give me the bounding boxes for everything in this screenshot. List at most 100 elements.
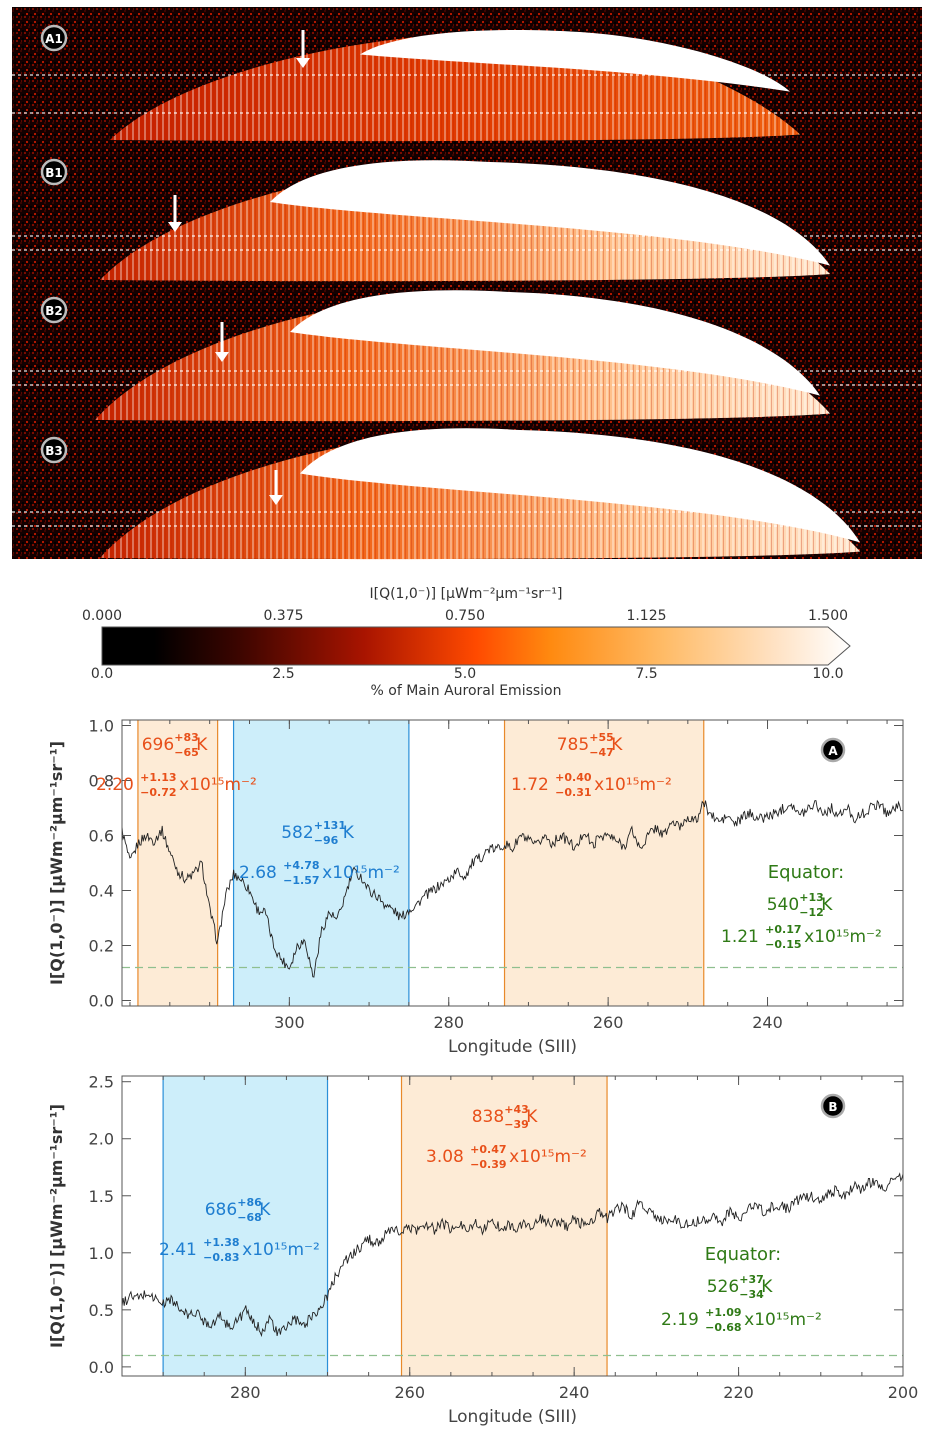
temperature-annotation: 582 +131 −96 K bbox=[281, 819, 355, 847]
auroral-arc-core bbox=[300, 428, 860, 543]
colorbar-top-ticks: 0.000 0.375 0.750 1.125 1.500 bbox=[82, 608, 848, 624]
x-tick-label: 240 bbox=[752, 1013, 783, 1032]
plot-frame bbox=[121, 1075, 904, 1377]
colorbar: I[Q(1,0⁻)] [μWm⁻²μm⁻¹sr⁻¹] 0.000 0.375 0.7… bbox=[82, 586, 851, 699]
density-plus: +0.17 bbox=[765, 923, 801, 936]
panel-badge bbox=[820, 737, 846, 763]
density-plus: +0.40 bbox=[555, 771, 592, 784]
arrow-head bbox=[215, 352, 229, 362]
temperature-plus: +55 bbox=[589, 731, 614, 744]
x-tick-label: 280 bbox=[230, 1383, 261, 1402]
plot-a: 0.0 0.2 0.4 0.6 0.8 1.0 300 280 260 240 Longitude … bbox=[47, 717, 904, 1057]
density-annotation: 1.21 +0.17 −0.15 x10¹⁵m⁻² bbox=[721, 923, 882, 951]
temperature-plus: +83 bbox=[174, 731, 199, 744]
colorbar-bottom-ticks: 0.0 2.5 5.0 7.5 10.0 bbox=[91, 666, 844, 682]
temperature-value: 526 bbox=[707, 1277, 739, 1297]
temperature-unit: K bbox=[343, 823, 355, 843]
density-annotation: 3.08 +0.47 −0.39 x10¹⁵m⁻² bbox=[426, 1143, 587, 1171]
plot-frame bbox=[121, 719, 904, 1007]
temperature-unit: K bbox=[196, 735, 208, 755]
density-plus: +1.13 bbox=[140, 771, 176, 784]
x-tick-label: 260 bbox=[394, 1383, 425, 1402]
density-annotation: 1.72 +0.40 −0.31 x10¹⁵m⁻² bbox=[511, 771, 672, 799]
feature-arrows bbox=[168, 30, 310, 505]
temperature-value: 785 bbox=[557, 735, 589, 755]
arrow-head bbox=[168, 222, 182, 232]
region-cool bbox=[163, 1076, 328, 1376]
x-tick-label: 260 bbox=[593, 1013, 624, 1032]
temperature-plus: +131 bbox=[314, 819, 346, 832]
density-unit: x10¹⁵m⁻² bbox=[179, 775, 257, 795]
temperature-value: 696 bbox=[142, 735, 174, 755]
auroral-arc-core bbox=[360, 29, 790, 92]
temperature-minus: −34 bbox=[739, 1288, 764, 1301]
temperature-unit: K bbox=[821, 895, 833, 915]
density-minus: −1.57 bbox=[283, 874, 319, 887]
profile-line bbox=[121, 1172, 904, 1338]
y-tick-label: 0.5 bbox=[89, 1301, 114, 1320]
y-tick-label: 0.0 bbox=[89, 1358, 114, 1377]
temperature-value: 838 bbox=[472, 1107, 504, 1127]
x-axis-label: Longitude (SIII) bbox=[448, 1037, 577, 1057]
temperature-minus: −12 bbox=[799, 906, 824, 919]
colorbar-top-tick: 0.000 bbox=[82, 608, 122, 624]
panel-label: B1 bbox=[45, 166, 63, 180]
arrow-head bbox=[296, 58, 310, 68]
temperature-annotation: 696 +83 −65K bbox=[142, 731, 209, 759]
colorbar-bottom-tick: 5.0 bbox=[454, 666, 476, 682]
density-annotation: 2.41 +1.38 −0.83 x10¹⁵m⁻² bbox=[159, 1236, 320, 1264]
density-plus: +4.78 bbox=[283, 859, 319, 872]
plot-b: 0.0 0.5 1.0 1.5 2.0 2.5 280 260 240 220 200 Longitu… bbox=[47, 1073, 918, 1427]
temperature-unit: K bbox=[761, 1277, 773, 1297]
y-axis-label: I[Q(1,0⁻)] [μWm⁻²μm⁻¹sr⁻¹] bbox=[47, 1104, 66, 1348]
auroral-arcs bbox=[95, 29, 860, 560]
x-tick-label: 280 bbox=[433, 1013, 464, 1032]
density-minus: −0.72 bbox=[140, 786, 176, 799]
temperature-annotation: 526 +37 −34K bbox=[707, 1273, 774, 1301]
auroral-arc-core bbox=[290, 290, 820, 396]
panel-labels: A1 B1 B2 B3 bbox=[40, 24, 68, 464]
density-unit: x10¹⁵m⁻² bbox=[804, 927, 882, 947]
temperature-annotation: 540 +13 −12K bbox=[767, 891, 834, 919]
colorbar-bottom-tick: 7.5 bbox=[635, 666, 657, 682]
temperature-value: 540 bbox=[767, 895, 799, 915]
y-tick-label: 0.8 bbox=[89, 772, 114, 791]
cut-lines bbox=[12, 74, 922, 527]
panel-badge bbox=[40, 24, 68, 52]
colorbar-top-tick: 0.375 bbox=[263, 608, 303, 624]
temperature-plus: +86 bbox=[237, 1196, 262, 1209]
temperature-value: 582 bbox=[281, 823, 313, 843]
density-minus: −0.83 bbox=[203, 1251, 239, 1264]
temperature-minus: −96 bbox=[314, 834, 339, 847]
temperature-minus: −65 bbox=[174, 746, 199, 759]
temperature-annotation: 785 +55 −47K bbox=[557, 731, 624, 759]
y-axis-label: I[Q(1,0⁻)] [μWm⁻²μm⁻¹sr⁻¹] bbox=[47, 741, 66, 985]
density-unit: x10¹⁵m⁻² bbox=[242, 1240, 320, 1260]
y-tick-label: 1.0 bbox=[89, 717, 114, 736]
density-annotation: 2.19 +1.09 −0.68 x10¹⁵m⁻² bbox=[661, 1306, 822, 1334]
equator-label: Equator: bbox=[768, 862, 844, 883]
density-unit: x10¹⁵m⁻² bbox=[594, 775, 672, 795]
x-axis-label: Longitude (SIII) bbox=[448, 1407, 577, 1427]
x-tick-label: 240 bbox=[559, 1383, 590, 1402]
region-warm bbox=[137, 720, 218, 1006]
y-tick-label: 1.5 bbox=[89, 1187, 114, 1206]
auroral-arc-core bbox=[270, 160, 830, 266]
y-tick-label: 0.4 bbox=[89, 882, 114, 901]
density-value: 2.68 bbox=[239, 863, 277, 883]
temperature-annotation: 686 +86 −68K bbox=[205, 1196, 272, 1224]
density-value: 2.41 bbox=[159, 1240, 197, 1260]
temperature-unit: K bbox=[526, 1107, 538, 1127]
temperature-plus: +13 bbox=[799, 891, 824, 904]
region-warm bbox=[504, 720, 704, 1006]
equator-label: Equator: bbox=[705, 1244, 781, 1265]
density-plus: +1.09 bbox=[705, 1306, 741, 1319]
panel-badge-label: A bbox=[828, 744, 838, 758]
temperature-plus: +43 bbox=[504, 1103, 529, 1116]
y-tick-label: 0.2 bbox=[89, 937, 114, 956]
image-panel: A1 B1 B2 B3 bbox=[12, 7, 922, 560]
density-value: 2.20 bbox=[96, 775, 134, 795]
profile-line bbox=[121, 799, 904, 978]
x-tick-label: 220 bbox=[723, 1383, 754, 1402]
